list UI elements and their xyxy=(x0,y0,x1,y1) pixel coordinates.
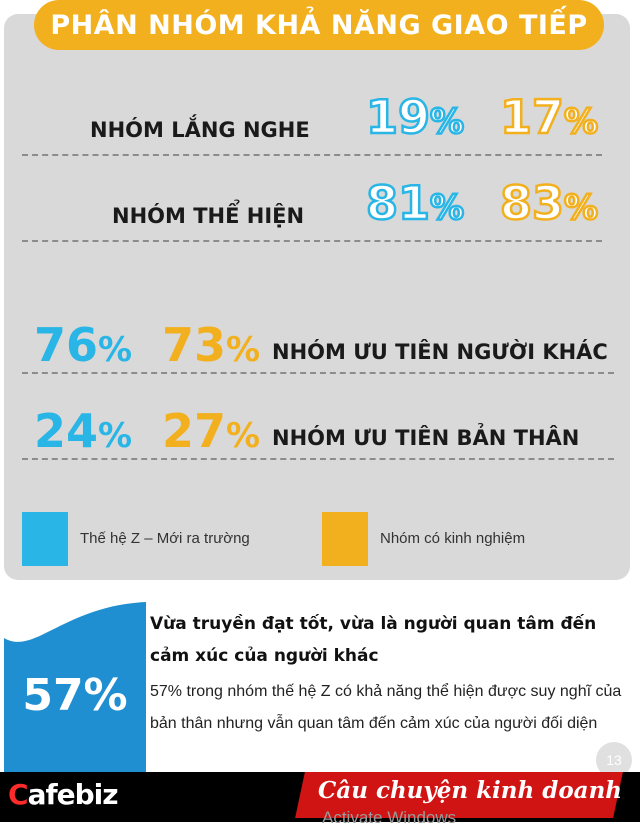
row-label-express: NHÓM THỂ HIỆN xyxy=(112,204,305,228)
page-title: PHÂN NHÓM KHẢ NĂNG GIAO TIẾP xyxy=(50,9,588,41)
exp-percent-others: 73% xyxy=(162,318,261,372)
divider xyxy=(22,240,602,242)
legend-swatch-genz xyxy=(22,512,68,566)
highlight-heading: Vừa truyền đạt tốt, vừa là người quan tâ… xyxy=(150,614,597,666)
slogan-text: Câu chuyện kinh doanh xyxy=(318,777,623,804)
highlight-body: 57% trong nhóm thế hệ Z có khả năng thể … xyxy=(150,683,622,732)
genz-percent-self: 24% xyxy=(34,404,133,458)
divider xyxy=(22,458,614,460)
genz-percent-listen: 19% xyxy=(365,90,466,144)
row-label-listen: NHÓM LẮNG NGHE xyxy=(90,118,310,142)
cafebiz-logo: Cafebiz xyxy=(8,778,119,811)
exp-percent-listen: 17% xyxy=(499,90,600,144)
highlight-percent: 57% xyxy=(22,670,128,721)
legend-swatch-experienced xyxy=(322,512,368,566)
infographic-panel xyxy=(4,14,630,580)
legend-label-genz: Thế hệ Z – Mới ra trường xyxy=(80,530,250,547)
activation-watermark: Activate Windows xyxy=(322,808,457,827)
row-label-self: NHÓM ƯU TIÊN BẢN THÂN xyxy=(272,426,580,450)
highlight-wave-shape xyxy=(4,602,146,776)
genz-percent-others: 76% xyxy=(34,318,133,372)
divider xyxy=(22,154,602,156)
exp-percent-self: 27% xyxy=(162,404,261,458)
row-label-others: NHÓM ƯU TIÊN NGƯỜI KHÁC xyxy=(272,340,608,364)
genz-percent-express: 81% xyxy=(365,176,466,230)
divider xyxy=(22,372,614,374)
title-banner: PHÂN NHÓM KHẢ NĂNG GIAO TIẾP xyxy=(34,0,604,50)
exp-percent-express: 83% xyxy=(499,176,600,230)
legend-label-experienced: Nhóm có kinh nghiệm xyxy=(380,530,526,547)
